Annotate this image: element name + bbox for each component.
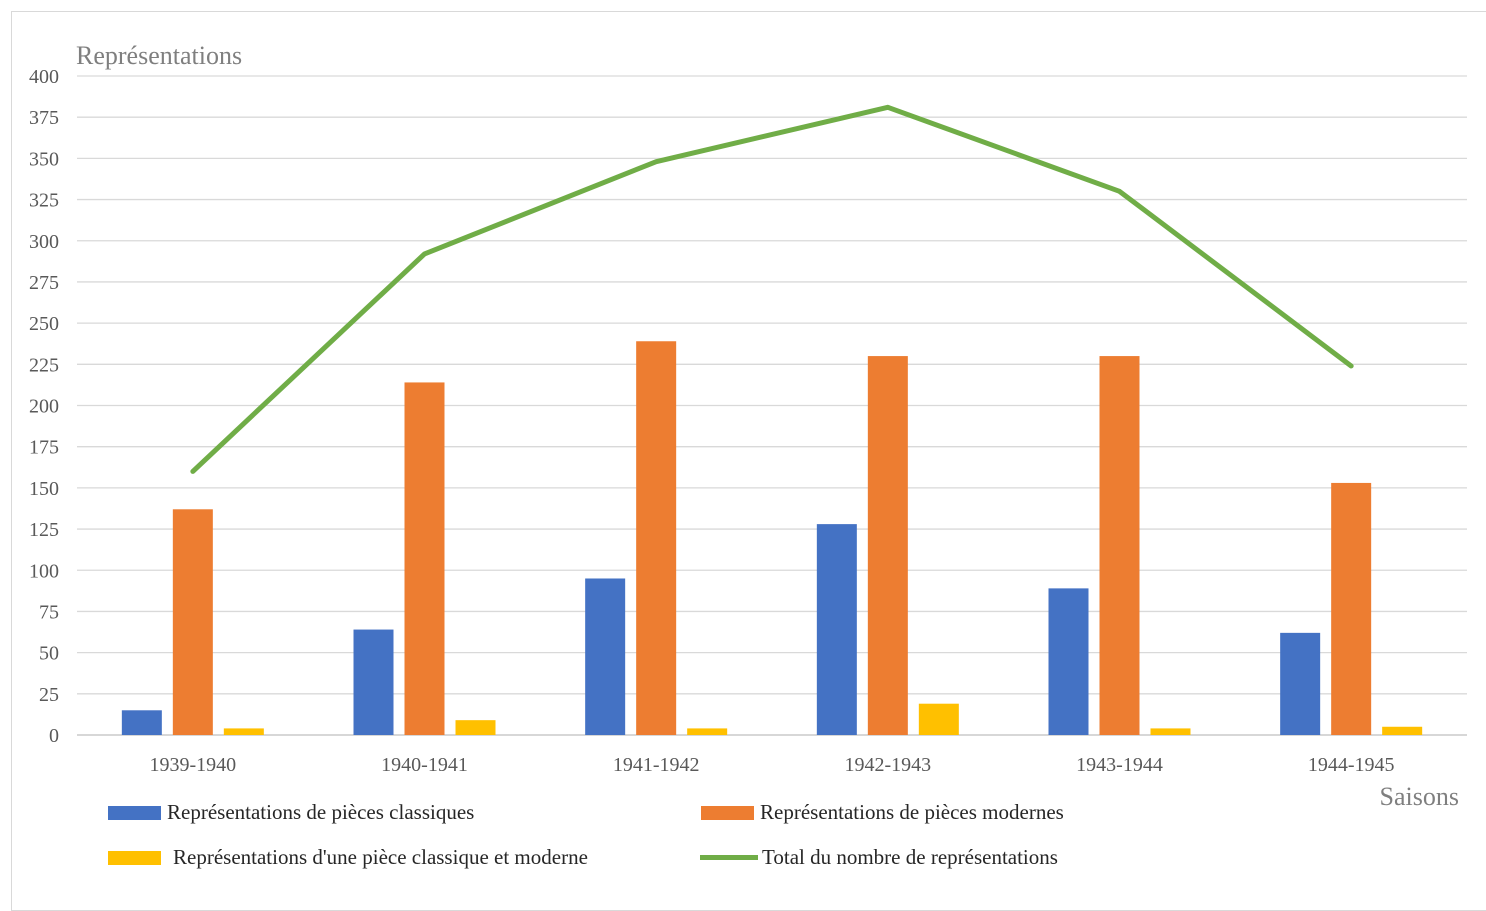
x-tick-label-1944-1945: 1944-1945 xyxy=(1308,754,1395,776)
y-tick-label-75: 75 xyxy=(39,601,59,623)
bars xyxy=(122,341,1422,735)
bar-series1-1939-1940 xyxy=(173,509,213,735)
bar-series2-1940-1941 xyxy=(456,720,496,735)
lines xyxy=(193,107,1351,471)
bar-series1-1943-1944 xyxy=(1100,356,1140,735)
y-tick-label-150: 150 xyxy=(29,478,59,500)
bar-series1-1940-1941 xyxy=(405,382,445,735)
y-tick-label-125: 125 xyxy=(29,519,59,541)
bar-series2-1944-1945 xyxy=(1382,727,1422,735)
bar-series1-1941-1942 xyxy=(636,341,676,735)
bar-series0-1941-1942 xyxy=(585,578,625,735)
y-tick-label-400: 400 xyxy=(29,66,59,88)
y-tick-label-275: 275 xyxy=(29,272,59,294)
x-tick-label-1943-1944: 1943-1944 xyxy=(1076,754,1163,776)
x-axis-title: Saisons xyxy=(1380,782,1459,811)
y-tick-label-200: 200 xyxy=(29,396,59,418)
bar-series2-1939-1940 xyxy=(224,728,264,735)
bar-series1-1944-1945 xyxy=(1331,483,1371,735)
bar-series0-1939-1940 xyxy=(122,710,162,735)
y-tick-label-25: 25 xyxy=(39,684,59,706)
x-tick-label-1941-1942: 1941-1942 xyxy=(613,754,700,776)
chart-svg: 0 25 50 75 100 125 150 175 200 225 250 275 300 325 350… xyxy=(0,0,1486,875)
y-axis-ticks: 0 25 50 75 100 125 150 175 200 225 250 275 300 325 350… xyxy=(29,66,59,747)
bar-series2-1943-1944 xyxy=(1151,728,1191,735)
y-tick-label-100: 100 xyxy=(29,560,59,582)
y-tick-label-225: 225 xyxy=(29,354,59,376)
x-tick-label-1939-1940: 1939-1940 xyxy=(149,754,236,776)
bar-series0-1943-1944 xyxy=(1049,588,1089,735)
bar-series0-1944-1945 xyxy=(1280,633,1320,735)
y-tick-label-250: 250 xyxy=(29,313,59,335)
y-tick-label-300: 300 xyxy=(29,231,59,253)
bar-series2-1941-1942 xyxy=(687,728,727,735)
y-tick-label-350: 350 xyxy=(29,148,59,170)
line-series-total xyxy=(193,107,1351,471)
y-tick-label-325: 325 xyxy=(29,190,59,212)
y-axis-title: Représentations xyxy=(76,41,242,70)
x-tick-label-1942-1943: 1942-1943 xyxy=(844,754,931,776)
bar-series1-1942-1943 xyxy=(868,356,908,735)
y-tick-label-175: 175 xyxy=(29,437,59,459)
bar-series2-1942-1943 xyxy=(919,704,959,735)
y-tick-label-0: 0 xyxy=(49,725,59,747)
x-axis-ticks: 1939-1940 1940-1941 1941-1942 1942-1943 1943… xyxy=(149,754,1394,776)
bar-series0-1942-1943 xyxy=(817,524,857,735)
x-tick-label-1940-1941: 1940-1941 xyxy=(381,754,468,776)
y-tick-label-50: 50 xyxy=(39,643,59,665)
bar-series0-1940-1941 xyxy=(354,630,394,735)
gridlines xyxy=(77,76,1467,735)
y-tick-label-375: 375 xyxy=(29,107,59,129)
